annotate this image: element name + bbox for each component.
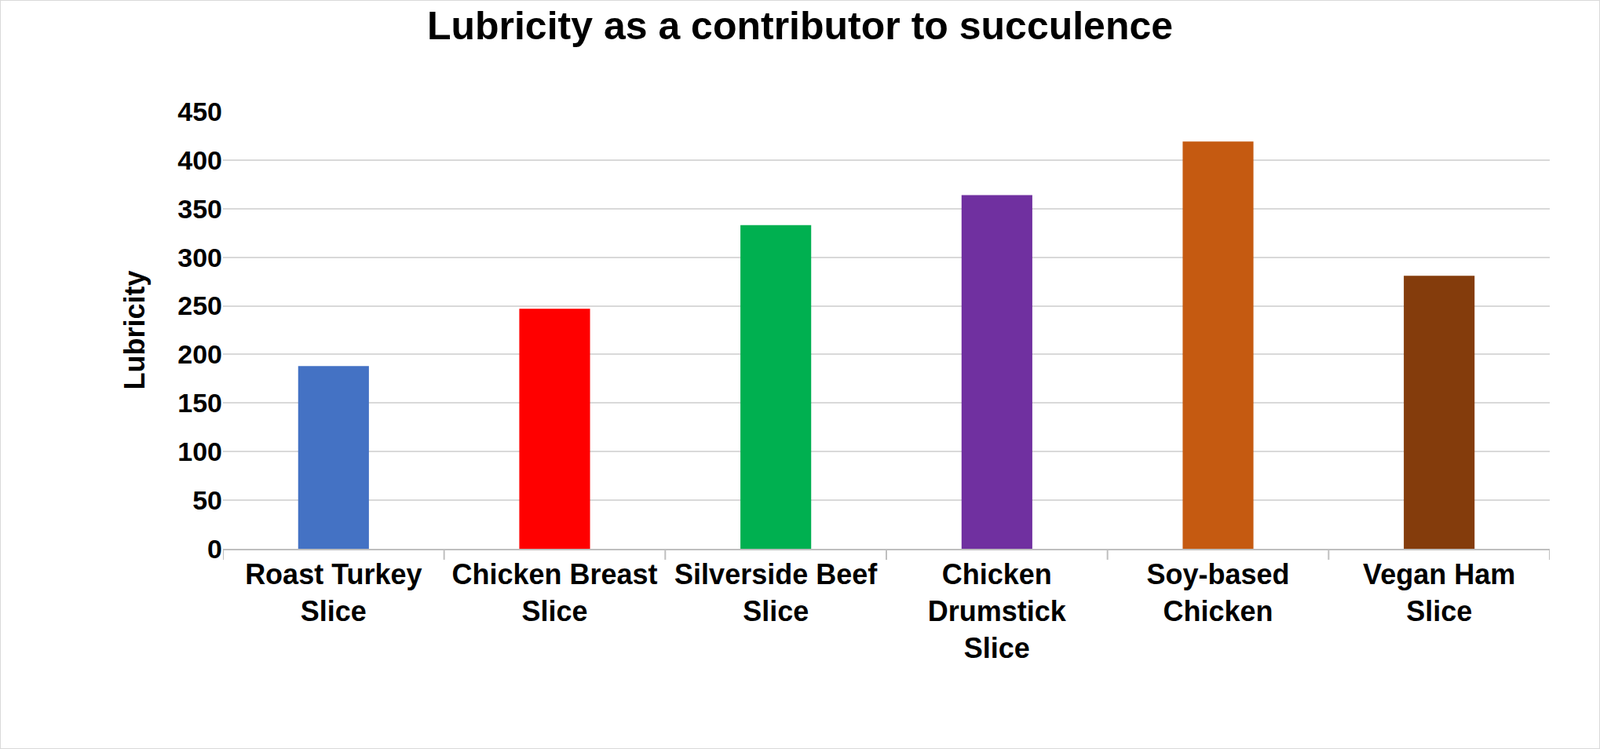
svg-text:Silverside BeefSlice: Silverside BeefSlice [674,558,878,628]
svg-text:50: 50 [192,485,223,516]
svg-text:300: 300 [177,242,223,273]
svg-text:150: 150 [177,387,223,418]
svg-text:Lubricity as a contributor to: Lubricity as a contributor to succulence [427,3,1173,48]
svg-text:450: 450 [177,96,223,127]
svg-text:Roast TurkeySlice: Roast TurkeySlice [244,558,422,628]
svg-text:200: 200 [177,339,223,369]
svg-text:ChickenDrumstickSlice: ChickenDrumstickSlice [927,558,1067,665]
svg-text:Lubricity: Lubricity [118,270,151,390]
svg-text:350: 350 [177,193,223,224]
svg-text:250: 250 [177,290,223,321]
svg-text:Soy-basedChicken: Soy-basedChicken [1146,558,1290,628]
svg-text:400: 400 [177,145,223,176]
svg-text:0: 0 [207,533,223,564]
svg-text:Vegan HamSlice: Vegan HamSlice [1362,558,1516,628]
svg-text:100: 100 [177,436,223,467]
svg-text:Chicken BreastSlice: Chicken BreastSlice [451,558,658,628]
